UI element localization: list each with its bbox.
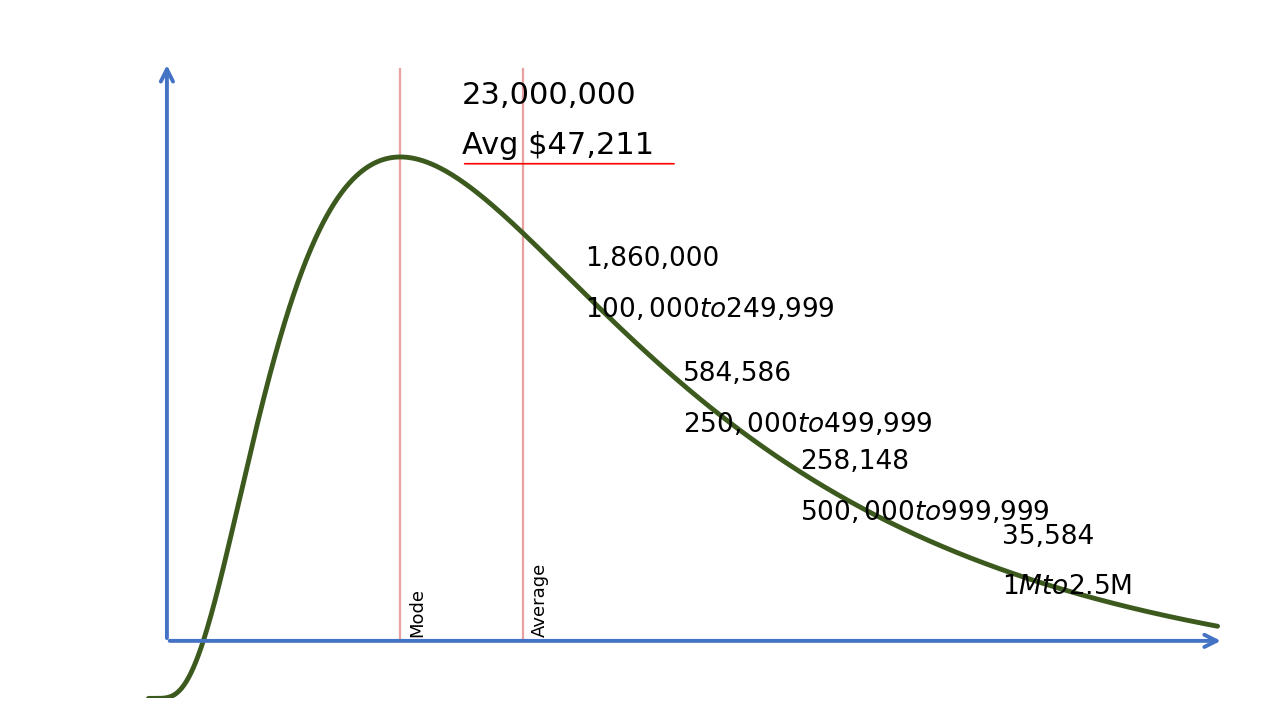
Text: $500,000 to $999,999: $500,000 to $999,999 — [800, 499, 1050, 526]
Text: 35,584: 35,584 — [1002, 523, 1094, 549]
Text: $100,000 to $249,999: $100,000 to $249,999 — [585, 296, 835, 323]
Text: 584,586: 584,586 — [684, 361, 792, 387]
Text: Avg $47,211: Avg $47,211 — [462, 131, 654, 161]
Text: 258,148: 258,148 — [800, 449, 909, 475]
Text: $1M to $2.5M: $1M to $2.5M — [1002, 575, 1133, 600]
Text: Mode: Mode — [408, 588, 426, 637]
Text: $250,000 to $499,999: $250,000 to $499,999 — [684, 411, 933, 438]
Text: 23,000,000: 23,000,000 — [462, 81, 636, 109]
Text: Average: Average — [531, 563, 549, 637]
Text: 1,860,000: 1,860,000 — [585, 246, 719, 272]
